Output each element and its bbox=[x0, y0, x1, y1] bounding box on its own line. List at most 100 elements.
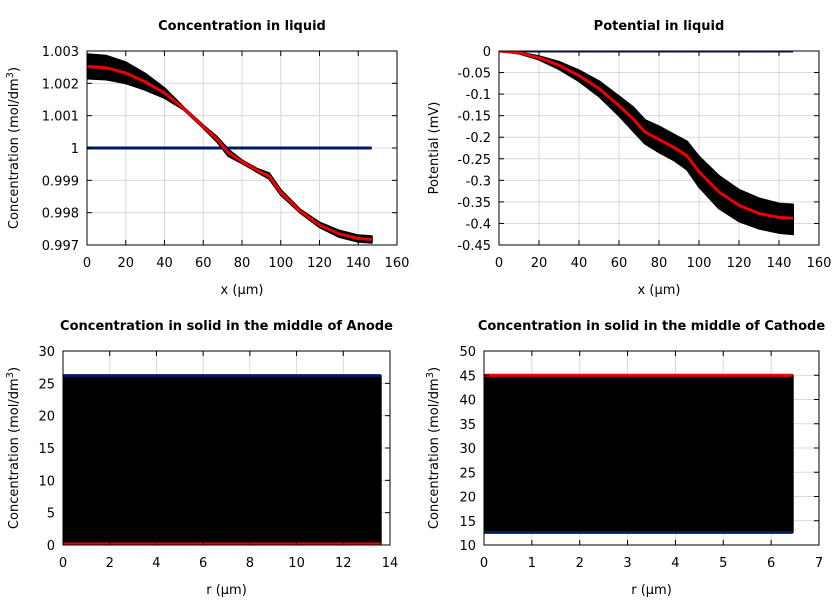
anode-solid-xtick-label: 2 bbox=[106, 556, 114, 571]
cathode-solid-xtick-label: 1 bbox=[528, 556, 536, 571]
liquid-conc-xtick-label: 120 bbox=[307, 256, 332, 271]
liquid-potential-xtick-label: 100 bbox=[687, 256, 712, 271]
cathode-solid-ytick-label: 45 bbox=[459, 369, 476, 384]
anode-solid-ytick-label: 5 bbox=[47, 507, 55, 522]
liquid-conc-ylabel: Concentration (mol/dm3) bbox=[5, 67, 22, 229]
liquid-potential-ylabel-base: Potential (mV) bbox=[427, 102, 442, 195]
anode-solid-ytick-label: 20 bbox=[38, 410, 55, 425]
anode-solid-title: Concentration in solid in the middle of … bbox=[60, 319, 393, 334]
anode-solid-envelope-band bbox=[63, 374, 382, 545]
liquid-potential-plot-area bbox=[499, 51, 794, 236]
cathode-solid-xlabel: r (µm) bbox=[631, 583, 672, 598]
liquid-conc-xtick-label: 140 bbox=[346, 256, 371, 271]
cathode-solid-xtick-label: 7 bbox=[815, 556, 823, 571]
anode-solid-ytick-label: 30 bbox=[38, 345, 55, 360]
anode-solid-ylabel-base: Concentration (mol/dm bbox=[7, 378, 22, 529]
liquid-conc-ytick-label: 1.002 bbox=[42, 77, 79, 92]
anode-solid-ytick-label: 10 bbox=[38, 474, 55, 489]
cathode-solid-xtick-label: 0 bbox=[480, 556, 488, 571]
liquid-potential-envelope-band bbox=[499, 51, 794, 236]
anode-solid-ytick-label: 0 bbox=[47, 539, 55, 554]
liquid-potential-xtick-label: 80 bbox=[651, 256, 668, 271]
cathode-solid-ytick-label: 20 bbox=[459, 491, 476, 506]
liquid-potential-ytick-label: -0.05 bbox=[457, 67, 491, 82]
liquid-conc-plot-area bbox=[87, 53, 373, 244]
anode-solid-ylabel: Concentration (mol/dm3) bbox=[5, 367, 22, 529]
anode-solid-panel: 0 2 4 6 8 10 12 14 0 5 10 15 20 25 30 Concentration in … bbox=[5, 319, 398, 598]
cathode-solid-xtick-label: 5 bbox=[719, 556, 727, 571]
liquid-conc-ytick-label: 1.001 bbox=[42, 110, 79, 125]
cathode-solid-ylabel-base: Concentration (mol/dm bbox=[427, 378, 442, 529]
anode-solid-ytick-label: 25 bbox=[38, 377, 55, 392]
cathode-solid-ytick-label: 40 bbox=[459, 394, 476, 409]
liquid-potential-xtick-label: 160 bbox=[807, 256, 832, 271]
liquid-conc-ylabel-sup: 3 bbox=[5, 72, 16, 78]
liquid-potential-xlabel: x (µm) bbox=[638, 283, 681, 298]
cathode-solid-plot-area bbox=[484, 373, 794, 534]
cathode-solid-xtick-label: 3 bbox=[623, 556, 631, 571]
anode-solid-xlabel: r (µm) bbox=[206, 583, 247, 598]
liquid-conc-ytick-label: 0.997 bbox=[42, 239, 79, 254]
liquid-potential-xtick-label: 60 bbox=[611, 256, 628, 271]
anode-solid-ylabel-sup: 3 bbox=[5, 372, 16, 378]
liquid-potential-ytick-label: -0.25 bbox=[457, 153, 491, 168]
liquid-potential-ytick-label: -0.15 bbox=[457, 110, 491, 125]
cathode-solid-ytick-label: 15 bbox=[459, 515, 476, 530]
anode-solid-xtick-label: 8 bbox=[246, 556, 254, 571]
anode-solid-plot-area bbox=[63, 374, 382, 545]
anode-solid-ylabel-tail: ) bbox=[7, 367, 22, 372]
cathode-solid-ylabel: Concentration (mol/dm3) bbox=[425, 367, 442, 529]
liquid-potential-ytick-label: -0.3 bbox=[466, 174, 491, 189]
cathode-solid-xtick-label: 2 bbox=[576, 556, 584, 571]
liquid-conc-ytick-label: 1 bbox=[71, 142, 79, 157]
cathode-solid-title: Concentration in solid in the middle of … bbox=[478, 319, 826, 334]
liquid-potential-ytick-label: -0.1 bbox=[466, 88, 491, 103]
anode-solid-xtick-label: 14 bbox=[382, 556, 399, 571]
cathode-solid-ytick-label: 10 bbox=[459, 539, 476, 554]
liquid-potential-panel: 0 20 40 60 80 100 120 140 160 0 -0.05 -0.1 -0.15 -0.2… bbox=[427, 19, 831, 298]
anode-solid-xtick-label: 10 bbox=[288, 556, 305, 571]
liquid-conc-xtick-label: 100 bbox=[268, 256, 293, 271]
cathode-solid-ytick-label: 30 bbox=[459, 442, 476, 457]
liquid-conc-xlabel: x (µm) bbox=[221, 283, 264, 298]
liquid-potential-series-final bbox=[499, 51, 794, 220]
liquid-conc-ytick-label: 1.003 bbox=[42, 45, 79, 60]
cathode-solid-xtick-label: 6 bbox=[767, 556, 775, 571]
liquid-conc-xtick-label: 160 bbox=[385, 256, 410, 271]
liquid-potential-ytick-label: -0.45 bbox=[457, 239, 491, 254]
liquid-potential-xtick-label: 20 bbox=[531, 256, 548, 271]
liquid-conc-title: Concentration in liquid bbox=[158, 19, 326, 34]
liquid-conc-series-final bbox=[87, 65, 372, 241]
liquid-potential-ytick-label: -0.35 bbox=[457, 196, 491, 211]
liquid-potential-ylabel: Potential (mV) bbox=[427, 102, 442, 195]
anode-solid-xtick-label: 4 bbox=[152, 556, 160, 571]
liquid-conc-xtick-label: 40 bbox=[156, 256, 173, 271]
liquid-conc-xtick-label: 0 bbox=[83, 256, 91, 271]
liquid-conc-ylabel-tail: ) bbox=[7, 67, 22, 72]
anode-solid-ytick-label: 15 bbox=[38, 442, 55, 457]
liquid-potential-ytick-label: -0.4 bbox=[466, 217, 491, 232]
liquid-conc-xtick-label: 80 bbox=[234, 256, 251, 271]
cathode-solid-ytick-label: 25 bbox=[459, 466, 476, 481]
liquid-conc-ytick-label: 0.999 bbox=[42, 174, 79, 189]
cathode-solid-ytick-label: 50 bbox=[459, 345, 476, 360]
cathode-solid-ytick-label: 35 bbox=[459, 418, 476, 433]
cathode-solid-ylabel-tail: ) bbox=[427, 367, 442, 372]
liquid-potential-xtick-label: 40 bbox=[571, 256, 588, 271]
liquid-potential-xtick-label: 140 bbox=[767, 256, 792, 271]
cathode-solid-panel: 0 1 2 3 4 5 6 7101520253035404550Concentration … bbox=[425, 319, 825, 598]
liquid-potential-ytick-label: -0.2 bbox=[466, 131, 491, 146]
liquid-potential-xtick-label: 0 bbox=[495, 256, 503, 271]
liquid-potential-title: Potential in liquid bbox=[594, 19, 725, 34]
anode-solid-xtick-label: 12 bbox=[335, 556, 352, 571]
liquid-conc-xtick-label: 60 bbox=[195, 256, 212, 271]
cathode-solid-envelope-band bbox=[484, 374, 794, 534]
liquid-potential-xtick-label: 120 bbox=[727, 256, 752, 271]
cathode-solid-xtick-label: 4 bbox=[671, 556, 679, 571]
anode-solid-xtick-label: 6 bbox=[199, 556, 207, 571]
anode-solid-xtick-label: 0 bbox=[59, 556, 67, 571]
liquid-conc-ytick-label: 0.998 bbox=[42, 207, 79, 222]
liquid-potential-ytick-label: 0 bbox=[483, 45, 491, 60]
